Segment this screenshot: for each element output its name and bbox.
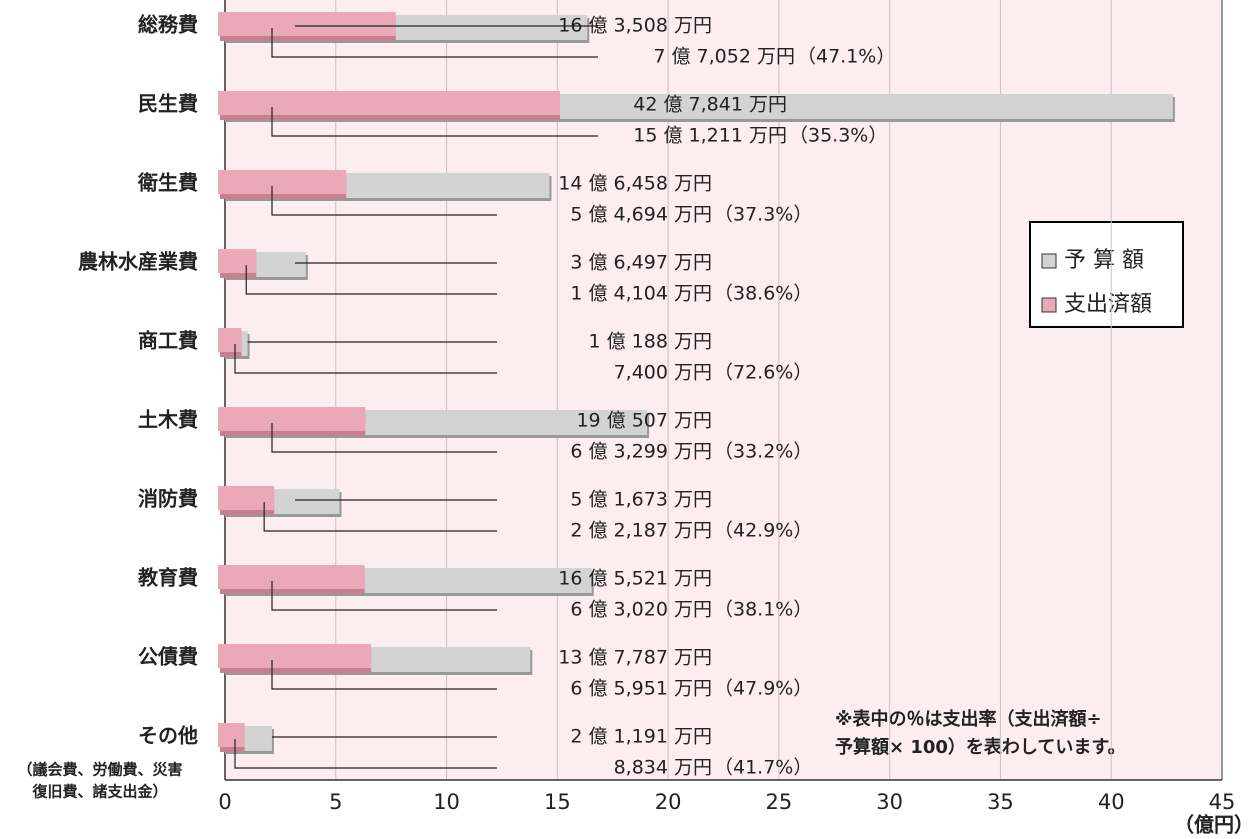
value-label: 1 億 4,104 万円 (570, 283, 712, 305)
value-label: 42 億 7,841 万円 (633, 94, 787, 116)
rate-label: （38.6%） (714, 283, 812, 305)
rate-label: （33.2%） (714, 441, 812, 463)
leader-line (271, 581, 497, 611)
leader-line (263, 502, 497, 532)
value-label: 5 億 4,694 万円 (570, 204, 712, 226)
leader-line (271, 186, 497, 216)
category-label: 土木費 (138, 408, 198, 432)
leader-line (271, 107, 598, 137)
leader-line (234, 739, 497, 769)
x-tick-label: 20 (655, 790, 682, 814)
category-note: 復旧費、諸支出金） (31, 783, 167, 801)
rate-label: （72.6%） (714, 362, 812, 384)
legend-swatch (1041, 253, 1057, 269)
value-label: 2 億 1,191 万円 (570, 726, 712, 748)
rate-label: （42.9%） (714, 520, 812, 542)
bar (218, 249, 257, 273)
category-label: 消防費 (138, 487, 198, 511)
category-label: 商工費 (138, 329, 198, 353)
category-label: 総務費 (138, 13, 198, 37)
value-label: 14 億 6,458 万円 (558, 173, 712, 195)
value-label: 3 億 6,497 万円 (570, 252, 712, 274)
legend-swatch (1041, 297, 1057, 313)
bar (218, 328, 242, 352)
x-tick-label: 35 (987, 790, 1014, 814)
x-tick-label: 10 (433, 790, 460, 814)
rate-label: （35.3%） (789, 125, 887, 147)
x-tick-label: 30 (876, 790, 903, 814)
rate-label: （37.3%） (714, 204, 812, 226)
value-label: 1 億 188 万円 (589, 331, 712, 353)
x-tick-label: 45 (1209, 790, 1236, 814)
value-label: 13 億 7,787 万円 (558, 647, 712, 669)
bar (218, 170, 347, 194)
rate-label: （38.1%） (714, 599, 812, 621)
value-label: 15 億 1,211 万円 (633, 125, 787, 147)
note: ※表中の％は支出率（支出済額÷ (835, 708, 1102, 730)
category-label: 民生費 (138, 92, 198, 116)
leader-line (245, 265, 497, 295)
category-label: 衛生費 (137, 171, 198, 195)
leader-line (271, 423, 497, 453)
x-tick-label: 25 (766, 790, 793, 814)
bar (218, 644, 372, 668)
category-label: その他 (138, 724, 198, 748)
note: 予算額× 100）を表わしています。 (835, 736, 1126, 758)
bar (218, 486, 275, 510)
x-axis-label: （億円） (1174, 813, 1254, 837)
leader-line (271, 28, 598, 58)
x-tick-label: 0 (218, 790, 231, 814)
value-label: 2 億 2,187 万円 (570, 520, 712, 542)
legend: 予 算 額 支出済額 (1029, 221, 1184, 328)
x-tick-label: 15 (544, 790, 571, 814)
x-tick-label: 40 (1098, 790, 1125, 814)
x-tick-label: 5 (329, 790, 342, 814)
category-label: 農林水産業費 (78, 250, 198, 274)
leader-line (271, 660, 497, 690)
legend-label: 予 算 額 (1064, 248, 1144, 273)
value-label: 6 億 3,020 万円 (570, 599, 712, 621)
rate-label: （47.9%） (714, 678, 812, 700)
rate-label: （47.1%） (797, 46, 895, 68)
bar (218, 91, 561, 115)
value-label: 19 億 507 万円 (576, 410, 712, 432)
value-label: 6 億 5,951 万円 (570, 678, 712, 700)
category-label: 教育費 (138, 566, 198, 590)
category-note: （議会費、労働費、災害 (17, 761, 182, 779)
bar (218, 723, 245, 747)
rate-label: （41.7%） (714, 757, 812, 779)
legend-label: 支出済額 (1064, 292, 1152, 317)
category-label: 公債費 (138, 645, 198, 669)
bar (218, 565, 365, 589)
bar (218, 407, 366, 431)
value-label: 7,400 万円 (614, 362, 712, 384)
value-label: 16 億 5,521 万円 (558, 568, 712, 590)
bar (218, 12, 396, 36)
value-label: 8,834 万円 (614, 757, 712, 779)
value-label: 7 億 7,052 万円 (653, 46, 795, 68)
leader-line (234, 344, 497, 374)
value-label: 5 億 1,673 万円 (570, 489, 712, 511)
value-label: 16 億 3,508 万円 (558, 15, 712, 37)
value-label: 6 億 3,299 万円 (570, 441, 712, 463)
